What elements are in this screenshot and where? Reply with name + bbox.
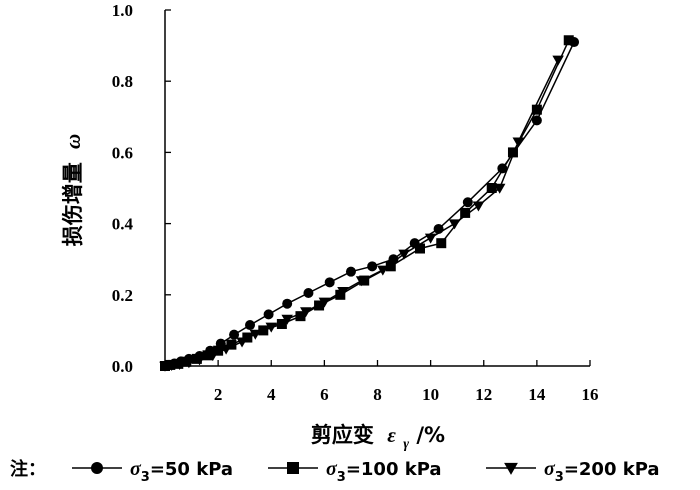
legend-symbol: σ [130, 458, 142, 480]
legend-value: =50 kPa [150, 459, 233, 480]
data-point [249, 329, 262, 340]
axes: 2 4 6 8 10 12 14 16 0.0 0.2 0.4 0.6 0.8 1.0 [112, 1, 599, 404]
x-axis-label: 剪应变 [311, 423, 374, 447]
data-point [552, 55, 564, 66]
y-axis-symbol: ω [61, 134, 85, 149]
series-circle [160, 37, 580, 371]
data-point [276, 318, 287, 329]
data-point [462, 197, 473, 208]
data-point [245, 320, 255, 331]
x-axis-symbol: ε [387, 423, 396, 447]
legend-value: =100 kPa [346, 459, 442, 480]
data-point [355, 276, 368, 287]
data-point [398, 249, 410, 260]
legend-marker [91, 462, 103, 474]
data-point [424, 233, 437, 244]
legend-symbol: σ [326, 458, 338, 480]
y-tick-label: 0.4 [112, 215, 134, 234]
x-axis-unit: /% [416, 423, 445, 447]
data-point [531, 104, 542, 115]
x-axis-title: 剪应变 ε γ /% [311, 423, 445, 453]
legend-subscript: 3 [141, 470, 150, 485]
data-point [367, 261, 378, 272]
series-triangle-down [159, 55, 564, 372]
y-tick-label: 1.0 [112, 1, 133, 20]
data-point [318, 297, 331, 308]
y-tick-label: 0.8 [112, 72, 133, 91]
data-point [512, 137, 525, 148]
data-point [385, 261, 396, 272]
series-square [160, 35, 574, 371]
legend-subscript: 3 [337, 470, 346, 485]
data-point [282, 298, 293, 309]
data-point [563, 35, 574, 46]
x-tick-label: 4 [267, 385, 276, 404]
x-tick-label: 10 [422, 385, 439, 404]
data-point [229, 329, 240, 340]
legend-label: σ3=200 kPa [544, 458, 660, 485]
data-point [220, 344, 232, 355]
data-point [337, 286, 349, 297]
legend-symbol: σ [544, 458, 556, 480]
y-tick-label: 0.6 [112, 143, 133, 162]
legend-label: σ3=100 kPa [326, 458, 442, 485]
data-point [377, 265, 389, 276]
x-tick-label: 16 [582, 385, 599, 404]
data-point [335, 289, 346, 300]
x-axis-subscript: γ [403, 437, 409, 452]
data-point [531, 115, 542, 126]
data-point [173, 359, 186, 370]
data-point [183, 358, 195, 369]
data-point [265, 322, 277, 333]
x-tick-label: 14 [528, 385, 546, 404]
data-point [213, 345, 224, 356]
legend-label: σ3=50 kPa [130, 458, 233, 485]
y-tick-label: 0.0 [112, 357, 133, 376]
data-point [460, 207, 471, 218]
data-point [472, 201, 485, 212]
data-point [345, 266, 356, 277]
legend-prefix: 注： [10, 458, 46, 480]
legend-marker [287, 462, 299, 474]
y-tick-label: 0.2 [112, 286, 133, 305]
data-point [415, 243, 425, 254]
legend: 注： σ3=50 kPa σ3=100 kPa σ3=200 kPa [10, 458, 660, 485]
x-tick-label: 2 [214, 385, 223, 404]
data-point [165, 361, 178, 372]
legend-subscript: 3 [555, 470, 564, 485]
series-layer [159, 35, 580, 372]
series-line [164, 41, 575, 367]
data-point [295, 311, 306, 322]
series-line [164, 59, 559, 367]
data-point [281, 314, 293, 325]
data-point [193, 355, 206, 366]
y-axis-title: 损伤增量 ω [61, 134, 85, 247]
y-axis-label: 损伤增量 [61, 162, 85, 246]
data-point [324, 277, 335, 288]
legend-item: σ3=50 kPa [72, 458, 233, 485]
x-tick-label: 6 [320, 385, 329, 404]
series-line [164, 39, 570, 367]
legend-value: =200 kPa [564, 459, 660, 480]
x-tick-label: 8 [373, 385, 382, 404]
data-point [242, 332, 253, 343]
data-point [486, 183, 497, 193]
data-point [236, 337, 248, 348]
data-point [300, 307, 312, 318]
x-tick-label: 12 [475, 385, 492, 404]
data-point [507, 147, 518, 158]
legend-item: σ3=100 kPa [268, 458, 442, 485]
data-point [448, 219, 461, 230]
data-point [226, 339, 237, 350]
data-point [202, 350, 213, 361]
data-point [493, 183, 506, 194]
data-point [207, 351, 219, 362]
data-point [303, 288, 314, 299]
legend-item: σ3=200 kPa [486, 458, 660, 485]
legend-marker [504, 462, 518, 475]
data-point [263, 309, 274, 320]
data-point [436, 238, 447, 249]
